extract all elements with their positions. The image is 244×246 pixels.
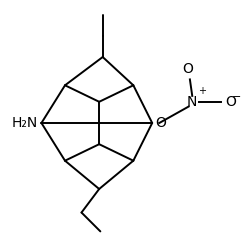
Text: H₂N: H₂N [12, 116, 38, 130]
Text: +: + [198, 86, 206, 96]
Text: O: O [225, 95, 236, 109]
Text: −: − [232, 92, 242, 102]
Text: O: O [155, 116, 166, 130]
Text: O: O [182, 62, 193, 76]
Text: N: N [187, 95, 197, 109]
